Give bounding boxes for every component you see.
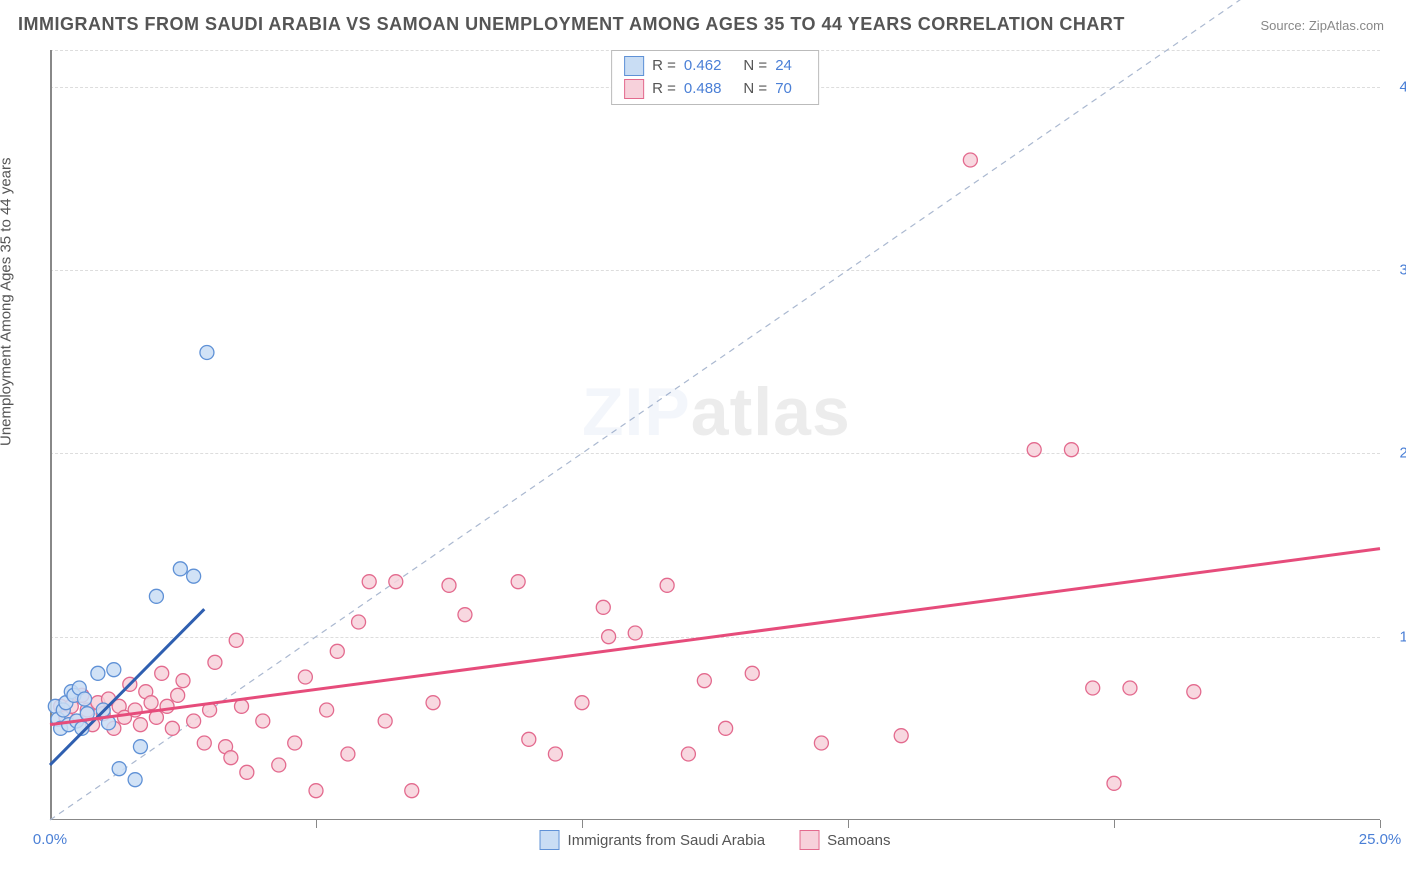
data-point xyxy=(522,732,536,746)
y-tick-label: 10.0% xyxy=(1399,628,1406,645)
n-value-1: 24 xyxy=(775,55,792,78)
swatch-pink-icon xyxy=(799,830,819,850)
data-point xyxy=(628,626,642,640)
data-point xyxy=(719,721,733,735)
data-point xyxy=(208,655,222,669)
data-point xyxy=(548,747,562,761)
data-point xyxy=(352,615,366,629)
data-point xyxy=(341,747,355,761)
data-point xyxy=(426,696,440,710)
r-label: R = xyxy=(652,78,676,101)
legend-label-2: Samoans xyxy=(827,832,890,849)
x-origin-label: 0.0% xyxy=(33,831,67,848)
data-point xyxy=(272,758,286,772)
data-point xyxy=(575,696,589,710)
stats-row-1: R = 0.462 N = 24 xyxy=(624,55,806,78)
data-point xyxy=(78,692,92,706)
data-point xyxy=(298,670,312,684)
x-tick xyxy=(1380,820,1381,828)
chart-title: IMMIGRANTS FROM SAUDI ARABIA VS SAMOAN U… xyxy=(18,14,1125,35)
series-legend: Immigrants from Saudi Arabia Samoans xyxy=(540,830,891,850)
data-point xyxy=(697,674,711,688)
n-value-2: 70 xyxy=(775,78,792,101)
source-attribution: Source: ZipAtlas.com xyxy=(1260,18,1384,33)
data-point xyxy=(288,736,302,750)
legend-item-1: Immigrants from Saudi Arabia xyxy=(540,830,766,850)
data-point xyxy=(133,718,147,732)
data-point xyxy=(1187,685,1201,699)
y-tick-label: 40.0% xyxy=(1399,78,1406,95)
data-point xyxy=(200,346,214,360)
data-point xyxy=(149,589,163,603)
data-point xyxy=(1027,443,1041,457)
data-point xyxy=(1086,681,1100,695)
data-point xyxy=(240,765,254,779)
data-point xyxy=(107,663,121,677)
plot-area: ZIPatlas R = 0.462 N = 24 R = 0.488 N = … xyxy=(50,50,1380,820)
data-point xyxy=(405,784,419,798)
legend-label-1: Immigrants from Saudi Arabia xyxy=(568,832,766,849)
data-point xyxy=(458,608,472,622)
data-point xyxy=(309,784,323,798)
r-label: R = xyxy=(652,55,676,78)
data-point xyxy=(176,674,190,688)
data-point xyxy=(155,666,169,680)
data-point xyxy=(378,714,392,728)
data-point xyxy=(128,773,142,787)
y-tick-label: 20.0% xyxy=(1399,445,1406,462)
data-point xyxy=(660,578,674,592)
legend-item-2: Samoans xyxy=(799,830,890,850)
x-tick xyxy=(316,820,317,828)
n-label: N = xyxy=(743,78,767,101)
data-point xyxy=(330,644,344,658)
data-point xyxy=(596,600,610,614)
data-point xyxy=(229,633,243,647)
x-tick xyxy=(1114,820,1115,828)
data-point xyxy=(224,751,238,765)
data-point xyxy=(1107,776,1121,790)
data-point xyxy=(511,575,525,589)
stats-legend: R = 0.462 N = 24 R = 0.488 N = 70 xyxy=(611,50,819,105)
x-tick xyxy=(848,820,849,828)
data-point xyxy=(171,688,185,702)
y-tick-label: 30.0% xyxy=(1399,262,1406,279)
data-point xyxy=(133,740,147,754)
data-point xyxy=(112,762,126,776)
data-point xyxy=(197,736,211,750)
data-point xyxy=(745,666,759,680)
y-axis-label: Unemployment Among Ages 35 to 44 years xyxy=(0,157,15,446)
data-point xyxy=(894,729,908,743)
data-point xyxy=(442,578,456,592)
stats-row-2: R = 0.488 N = 70 xyxy=(624,78,806,101)
r-value-1: 0.462 xyxy=(684,55,722,78)
data-point xyxy=(362,575,376,589)
data-point xyxy=(814,736,828,750)
data-point xyxy=(963,153,977,167)
swatch-blue-icon xyxy=(540,830,560,850)
data-point xyxy=(1123,681,1137,695)
data-point xyxy=(389,575,403,589)
data-point xyxy=(320,703,334,717)
data-point xyxy=(187,569,201,583)
data-point xyxy=(144,696,158,710)
data-point xyxy=(173,562,187,576)
swatch-blue xyxy=(624,56,644,76)
chart-svg xyxy=(50,50,1380,820)
swatch-pink xyxy=(624,79,644,99)
data-point xyxy=(165,721,179,735)
data-point xyxy=(602,630,616,644)
data-point xyxy=(187,714,201,728)
data-point xyxy=(91,666,105,680)
data-point xyxy=(1064,443,1078,457)
data-point xyxy=(256,714,270,728)
x-tick xyxy=(582,820,583,828)
r-value-2: 0.488 xyxy=(684,78,722,101)
data-point xyxy=(681,747,695,761)
x-max-label: 25.0% xyxy=(1359,831,1402,848)
n-label: N = xyxy=(743,55,767,78)
